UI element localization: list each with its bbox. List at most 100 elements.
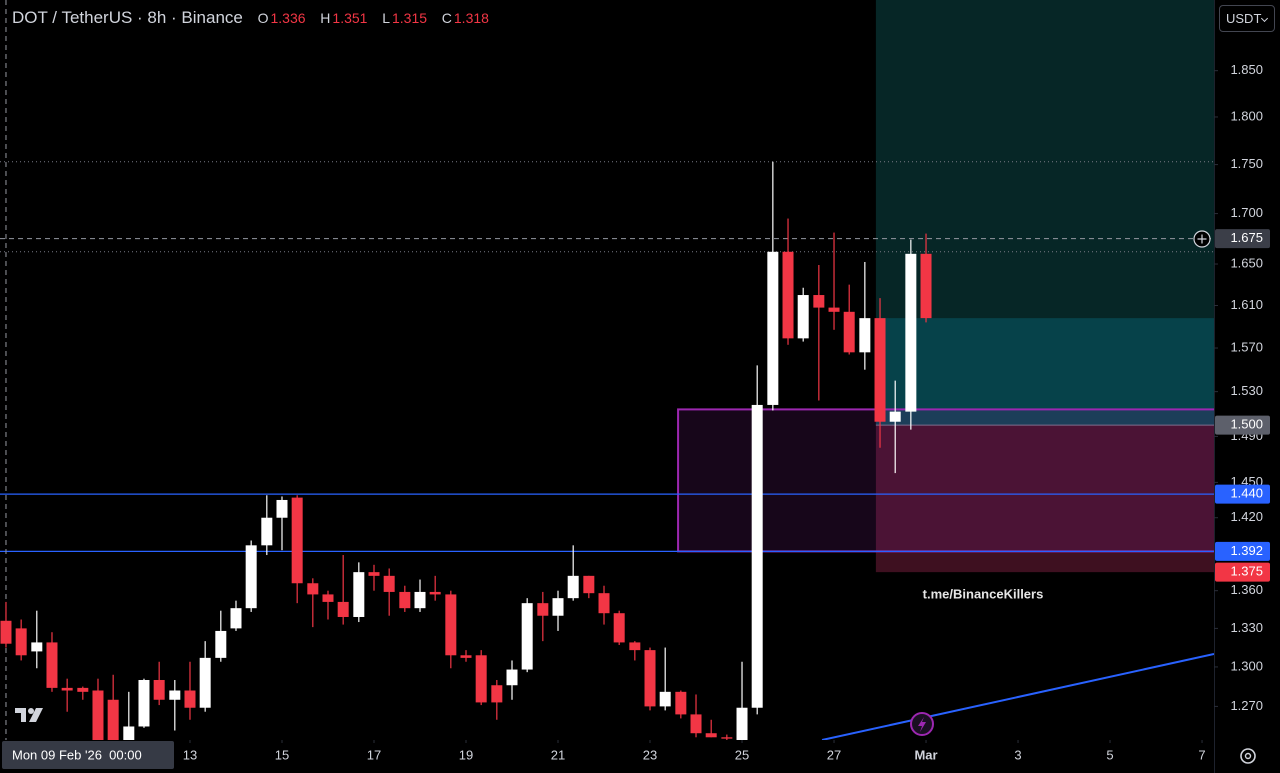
y-tick-label: 1.330 xyxy=(1230,620,1263,635)
legend-value: 1.351 xyxy=(332,10,368,26)
legend-key: L xyxy=(382,10,390,26)
y-tick-label: 1.650 xyxy=(1230,255,1263,270)
candle-body xyxy=(414,591,426,609)
candle-body xyxy=(230,608,242,629)
candle-body xyxy=(322,594,334,602)
stop-area xyxy=(875,425,1214,573)
level-price-label-bg xyxy=(1215,484,1270,504)
candle-body xyxy=(598,593,610,614)
currency-button[interactable]: USDT xyxy=(1219,5,1275,32)
candle-body xyxy=(920,253,932,319)
candle-body xyxy=(184,690,196,708)
x-tick-label: 23 xyxy=(643,747,657,762)
level-price-label: 1.392 xyxy=(1230,543,1263,558)
candle-body xyxy=(583,575,595,594)
y-tick-label: 1.800 xyxy=(1230,108,1263,123)
entry-price-label-bg xyxy=(1215,415,1270,435)
candle-body xyxy=(307,583,319,595)
alert-icon xyxy=(910,712,934,736)
candle-body xyxy=(138,679,150,727)
entry-price-label: 1.500 xyxy=(1230,417,1263,432)
crosshair-price-label: 1.675 xyxy=(1230,230,1263,245)
chart-header: DOT / TetherUS · 8h · Binance O 1.336 H 1.… xyxy=(12,8,489,28)
crosshair-time-label: Mon 09 Feb '26 00:00 xyxy=(12,747,142,762)
y-tick-label: 1.570 xyxy=(1230,339,1263,354)
candle-body xyxy=(506,669,518,686)
candle-body xyxy=(15,628,27,656)
level-price-label: 1.440 xyxy=(1230,486,1263,501)
x-tick-label: 15 xyxy=(275,747,289,762)
candle-body xyxy=(828,307,840,312)
candle-body xyxy=(659,691,671,707)
y-tick-label: 1.360 xyxy=(1230,582,1263,597)
x-tick-label: Mar xyxy=(914,747,937,762)
candle-body xyxy=(46,642,58,688)
candle-body xyxy=(797,295,809,339)
candle-body xyxy=(859,318,871,353)
candle-body xyxy=(169,690,181,700)
settings-button[interactable] xyxy=(1240,748,1256,764)
chart-title: DOT / TetherUS · 8h · Binance xyxy=(12,8,243,27)
candle-body xyxy=(521,603,533,670)
x-tick-label: 27 xyxy=(827,747,841,762)
level-price-label-bg xyxy=(1215,541,1270,561)
candle-body xyxy=(537,603,549,616)
x-tick-label: 7 xyxy=(1198,747,1205,762)
y-tick-label: 1.300 xyxy=(1230,658,1263,673)
candle-body xyxy=(475,655,487,703)
candle-body xyxy=(368,572,380,576)
candle-body xyxy=(399,591,411,609)
candle-body xyxy=(613,613,625,643)
plot-area: t.me/BinanceKillers xyxy=(0,0,1214,740)
open-profit-area xyxy=(875,318,1214,426)
candle-body xyxy=(153,679,165,700)
candle-body xyxy=(261,517,273,546)
legend-value: 1.315 xyxy=(391,10,428,26)
candle-body xyxy=(905,253,917,412)
candle-body xyxy=(61,687,73,691)
y-tick-label: 1.420 xyxy=(1230,509,1263,524)
candle-body xyxy=(690,714,702,734)
candle-body xyxy=(629,642,641,651)
candle-body xyxy=(491,685,503,703)
legend-value: 1.336 xyxy=(270,10,306,26)
logo xyxy=(15,708,43,722)
candle-body xyxy=(721,737,733,739)
candle-body xyxy=(644,650,656,707)
x-tick-label: 19 xyxy=(459,747,473,762)
candle-body xyxy=(429,591,441,595)
x-tick-label: 25 xyxy=(735,747,749,762)
crosshair-price-label-bg xyxy=(1215,229,1270,249)
candle-body xyxy=(705,733,717,738)
watermark: t.me/BinanceKillers xyxy=(923,586,1044,601)
candle-body xyxy=(751,404,763,708)
x-tick-label: 17 xyxy=(367,747,381,762)
legend-key: H xyxy=(320,10,331,26)
candle-body xyxy=(889,411,901,422)
crosshair-time-label-bg xyxy=(2,741,174,769)
candle-body xyxy=(843,311,855,353)
candle-body xyxy=(813,295,825,308)
y-tick-label: 1.750 xyxy=(1230,156,1263,171)
candle-body xyxy=(77,687,89,692)
candle-body xyxy=(874,318,886,422)
y-tick-label: 1.270 xyxy=(1230,698,1263,713)
y-tick-label: 1.530 xyxy=(1230,383,1263,398)
stop-price-label: 1.375 xyxy=(1230,564,1263,579)
candle-body xyxy=(337,601,349,617)
x-tick-label: 5 xyxy=(1106,747,1113,762)
candle-body xyxy=(445,594,457,656)
candle-body xyxy=(123,726,135,740)
add-button[interactable] xyxy=(1193,230,1211,248)
candle-body xyxy=(353,572,365,617)
candle-body xyxy=(767,251,779,405)
y-tick-label: 1.610 xyxy=(1230,297,1263,312)
candle-body xyxy=(215,630,227,658)
candle-body xyxy=(567,575,579,599)
x-tick-label: 21 xyxy=(551,747,565,762)
x-tick-label: 13 xyxy=(183,747,197,762)
legend-value: 1.318 xyxy=(453,10,489,26)
